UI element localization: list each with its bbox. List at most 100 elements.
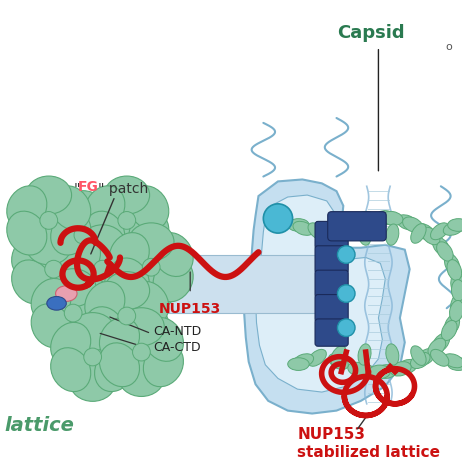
Ellipse shape (51, 348, 91, 392)
Ellipse shape (95, 348, 135, 392)
Circle shape (40, 211, 58, 229)
Ellipse shape (128, 273, 174, 311)
Ellipse shape (7, 186, 47, 230)
Ellipse shape (288, 358, 309, 370)
Ellipse shape (12, 235, 52, 278)
FancyBboxPatch shape (315, 221, 348, 249)
Ellipse shape (31, 275, 76, 314)
Ellipse shape (396, 215, 417, 230)
Ellipse shape (51, 322, 91, 366)
Ellipse shape (31, 304, 71, 348)
Ellipse shape (410, 352, 430, 369)
Ellipse shape (396, 359, 417, 374)
Text: FG: FG (77, 180, 98, 194)
Text: CA-NTD: CA-NTD (153, 325, 201, 338)
Ellipse shape (80, 275, 125, 314)
Ellipse shape (104, 227, 150, 265)
Ellipse shape (447, 358, 469, 370)
Ellipse shape (26, 227, 72, 265)
Ellipse shape (104, 176, 150, 214)
Text: stabilized lattice: stabilized lattice (298, 445, 440, 460)
Ellipse shape (421, 227, 440, 245)
Ellipse shape (441, 320, 457, 340)
Ellipse shape (386, 224, 399, 245)
Ellipse shape (47, 297, 66, 310)
Ellipse shape (60, 241, 106, 280)
Ellipse shape (447, 219, 469, 231)
Ellipse shape (80, 225, 125, 263)
Ellipse shape (445, 254, 460, 274)
Text: o: o (445, 42, 452, 52)
Ellipse shape (308, 223, 326, 240)
Circle shape (45, 260, 63, 278)
Ellipse shape (104, 322, 150, 360)
Ellipse shape (109, 233, 149, 276)
Ellipse shape (95, 322, 135, 366)
Ellipse shape (358, 224, 371, 245)
Ellipse shape (55, 286, 77, 301)
Ellipse shape (85, 307, 125, 351)
Ellipse shape (12, 260, 52, 304)
Text: lattice: lattice (5, 416, 75, 435)
Ellipse shape (75, 304, 115, 348)
Ellipse shape (50, 269, 96, 307)
Ellipse shape (129, 307, 169, 351)
Ellipse shape (70, 363, 116, 401)
Ellipse shape (288, 219, 309, 231)
Ellipse shape (51, 211, 91, 255)
Ellipse shape (128, 223, 174, 261)
Ellipse shape (328, 354, 348, 370)
Ellipse shape (118, 308, 164, 346)
Ellipse shape (153, 233, 193, 276)
Ellipse shape (143, 318, 183, 361)
Ellipse shape (348, 362, 369, 376)
Ellipse shape (432, 237, 450, 256)
Ellipse shape (100, 343, 139, 387)
Ellipse shape (375, 365, 397, 378)
Ellipse shape (416, 348, 435, 365)
Ellipse shape (104, 272, 150, 310)
Ellipse shape (451, 280, 465, 301)
Ellipse shape (382, 211, 403, 225)
Ellipse shape (60, 191, 106, 229)
Ellipse shape (449, 301, 464, 322)
Ellipse shape (75, 278, 115, 322)
Ellipse shape (375, 210, 397, 224)
Ellipse shape (60, 235, 100, 278)
Text: Capsid: Capsid (337, 24, 404, 42)
Ellipse shape (432, 333, 450, 352)
Ellipse shape (118, 358, 164, 396)
Ellipse shape (60, 260, 100, 304)
Ellipse shape (331, 224, 346, 243)
Ellipse shape (430, 223, 449, 240)
Ellipse shape (428, 338, 446, 356)
Circle shape (84, 348, 101, 366)
Ellipse shape (143, 343, 183, 387)
Polygon shape (244, 180, 410, 413)
Ellipse shape (85, 226, 125, 270)
Ellipse shape (104, 260, 145, 304)
Text: ": " (73, 182, 80, 196)
Ellipse shape (445, 315, 460, 335)
Ellipse shape (129, 282, 169, 325)
Circle shape (118, 211, 136, 229)
Ellipse shape (402, 217, 423, 232)
Circle shape (337, 319, 355, 337)
Ellipse shape (85, 282, 125, 325)
Circle shape (337, 285, 355, 302)
Ellipse shape (26, 176, 72, 214)
Ellipse shape (411, 224, 426, 243)
Ellipse shape (308, 349, 326, 366)
FancyBboxPatch shape (315, 319, 348, 346)
Ellipse shape (70, 312, 116, 351)
FancyBboxPatch shape (315, 294, 348, 322)
Circle shape (93, 260, 111, 278)
Circle shape (264, 204, 292, 233)
Ellipse shape (100, 318, 139, 361)
Ellipse shape (104, 235, 145, 278)
Ellipse shape (411, 346, 426, 365)
Ellipse shape (41, 226, 81, 270)
Circle shape (337, 246, 355, 264)
Ellipse shape (85, 201, 125, 244)
Ellipse shape (416, 224, 435, 240)
